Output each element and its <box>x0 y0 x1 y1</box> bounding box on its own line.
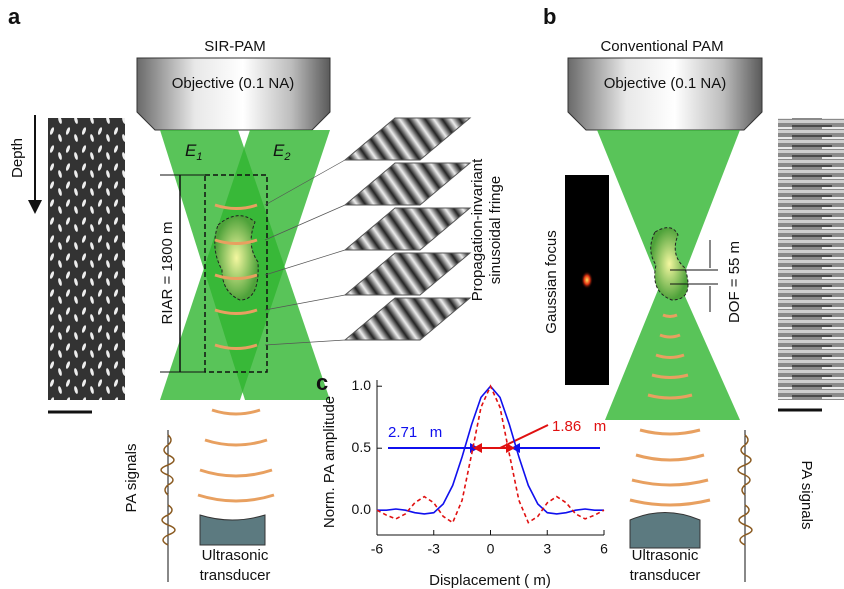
y-tick-label: 0.0 <box>352 501 372 517</box>
figure: a SIR-PAM Objective (0.1 NA) E1 E2 RIAR … <box>0 0 844 589</box>
depth-label: Depth <box>9 138 26 178</box>
focus-spot <box>581 271 593 289</box>
focus-label: Gaussian focus <box>543 230 560 333</box>
panel-title: SIR-PAM <box>204 38 265 55</box>
signal-label: PA signals <box>798 461 815 530</box>
panel-label: b <box>543 4 556 29</box>
annotation: 2.71 m <box>388 424 442 441</box>
objective-label: Objective (0.1 NA) <box>604 75 727 92</box>
x-tick-label: -6 <box>371 541 384 557</box>
y-axis-label: Norm. PA amplitude <box>321 396 338 528</box>
arrow-head <box>28 200 42 214</box>
line <box>377 386 604 522</box>
panel-label: a <box>8 4 21 29</box>
transducer <box>630 513 700 549</box>
image <box>778 118 844 400</box>
image <box>48 118 125 400</box>
y-tick-label: 1.0 <box>352 377 372 393</box>
signal-label: PA signals <box>123 444 140 513</box>
objective <box>568 58 762 130</box>
riar-label: RIAR = 1800 m <box>159 222 176 325</box>
panel-label: c <box>316 370 328 395</box>
panel-title: Conventional PAM <box>600 38 723 55</box>
x-tick-label: 3 <box>543 541 551 557</box>
fringe-label: Propagation-invariantsinusoidal fringe <box>469 158 504 301</box>
x-tick-label: 6 <box>600 541 608 557</box>
chart: c Norm. PA amplitude Displacement ( m) 2… <box>316 370 608 589</box>
y-tick-label: 0.5 <box>352 439 372 455</box>
transducer <box>200 515 265 545</box>
x-axis-label: Displacement ( m) <box>429 572 551 589</box>
objective <box>137 58 330 130</box>
dof-label: DOF = 55 m <box>726 241 743 323</box>
objective-label: Objective (0.1 NA) <box>172 75 295 92</box>
fringe-planes <box>345 118 470 340</box>
x-tick-label: 0 <box>487 541 495 557</box>
x-tick-label: -3 <box>428 541 441 557</box>
annotation: 1.86 m <box>552 418 606 435</box>
line <box>377 386 604 514</box>
